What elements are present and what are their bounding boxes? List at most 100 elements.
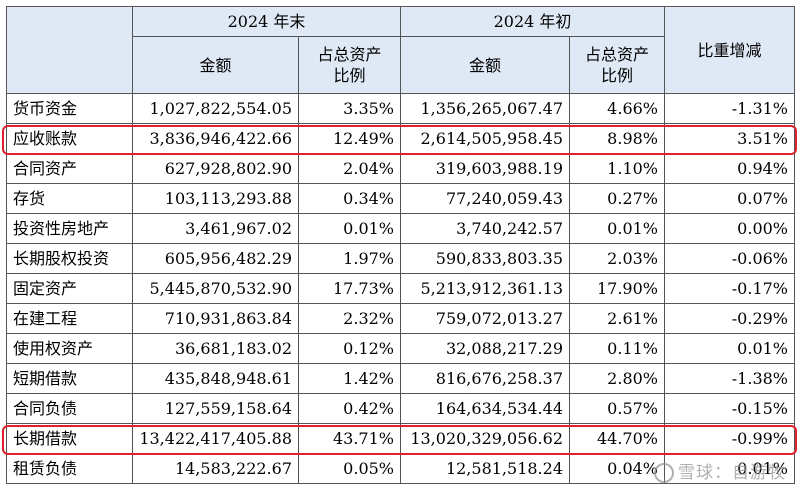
header-end-amount: 金额	[132, 36, 299, 94]
cell-end-ratio: 17.73%	[298, 273, 401, 304]
cell-change: -1.31%	[664, 93, 795, 124]
cell-start-amount: 13,020,329,056.62	[400, 423, 570, 454]
cell-end-amount: 1,027,822,554.05	[132, 93, 299, 124]
cell-end-ratio: 12.49%	[298, 123, 401, 154]
cell-start-ratio: 4.66%	[569, 93, 665, 124]
cell-start-ratio: 1.10%	[569, 153, 665, 184]
cell-start-ratio: 0.57%	[569, 393, 665, 424]
cell-end-ratio: 1.42%	[298, 363, 401, 394]
table-row: 合同资产 627,928,802.90 2.04% 319,603,988.19 1.1…	[6, 153, 795, 184]
cell-start-ratio: 8.98%	[569, 123, 665, 154]
cell-end-ratio: 0.12%	[298, 333, 401, 364]
table-row: 应收账款 3,836,946,422.66 12.49% 2,614,505,958.…	[6, 123, 795, 154]
cell-start-amount: 816,676,258.37	[400, 363, 570, 394]
table-row: 使用权资产 36,681,183.02 0.12% 32,088,217.29 0.11…	[6, 333, 795, 364]
header-period-end: 2024 年末	[132, 6, 401, 37]
header-end-ratio: 占总资产 比例	[298, 36, 401, 94]
header-row-columns: 金额 占总资产 比例 金额 占总资产 比例	[7, 36, 795, 94]
cell-start-amount: 759,072,013.27	[400, 303, 570, 334]
table-row: 短期借款 435,848,948.61 1.42% 816,676,258.37 2.8…	[6, 363, 795, 394]
header-period-start: 2024 年初	[400, 6, 665, 37]
header-item-blank	[6, 6, 133, 94]
cell-end-amount: 36,681,183.02	[132, 333, 299, 364]
cell-end-amount: 435,848,948.61	[132, 363, 299, 394]
cell-end-ratio: 2.32%	[298, 303, 401, 334]
cell-start-amount: 164,634,534.44	[400, 393, 570, 424]
cell-item: 投资性房地产	[6, 213, 133, 244]
cell-change: -0.99%	[664, 423, 795, 454]
header-row-periods: 2024 年末 2024 年初 比重增减	[6, 6, 795, 94]
cell-start-ratio: 17.90%	[569, 273, 665, 304]
table-row: 固定资产 5,445,870,532.90 17.73% 5,213,912,361.…	[6, 273, 795, 304]
cell-end-amount: 3,461,967.02	[132, 213, 299, 244]
balance-sheet-table: 2024 年末 2024 年初 比重增减 金额 占总资产 比例 金额 占总资产 …	[6, 6, 795, 484]
cell-start-amount: 5,213,912,361.13	[400, 273, 570, 304]
cell-change: -0.15%	[664, 393, 795, 424]
cell-end-amount: 103,113,293.88	[132, 183, 299, 214]
cell-start-ratio: 2.80%	[569, 363, 665, 394]
cell-end-ratio: 43.71%	[298, 423, 401, 454]
cell-start-amount: 32,088,217.29	[400, 333, 570, 364]
cell-change: -1.38%	[664, 363, 795, 394]
cell-item: 在建工程	[6, 303, 133, 334]
table-row: 长期股权投资 605,956,482.29 1.97% 590,833,803.35 2…	[6, 243, 795, 274]
cell-end-amount: 710,931,863.84	[132, 303, 299, 334]
cell-end-amount: 5,445,870,532.90	[132, 273, 299, 304]
cell-item: 长期借款	[6, 423, 133, 454]
cell-change: -0.06%	[664, 243, 795, 274]
cell-item: 应收账款	[6, 123, 133, 154]
cell-change: 0.01%	[664, 333, 795, 364]
table-row: 租赁负债 14,583,222.67 0.05% 12,581,518.24 0.04%…	[6, 453, 795, 484]
table-row: 货币资金 1,027,822,554.05 3.35% 1,356,265,067.4…	[6, 93, 795, 124]
cell-start-amount: 1,356,265,067.47	[400, 93, 570, 124]
cell-start-ratio: 2.61%	[569, 303, 665, 334]
cell-start-amount: 77,240,059.43	[400, 183, 570, 214]
cell-change: 3.51%	[664, 123, 795, 154]
cell-change: 0.94%	[664, 153, 795, 184]
watermark: 雪球：自游牧	[654, 458, 786, 483]
cell-end-amount: 3,836,946,422.66	[132, 123, 299, 154]
cell-change: -0.17%	[664, 273, 795, 304]
cell-end-amount: 14,583,222.67	[132, 453, 299, 484]
cell-item: 合同负债	[6, 393, 133, 424]
cell-item: 使用权资产	[6, 333, 133, 364]
cell-start-ratio: 0.01%	[569, 213, 665, 244]
cell-end-ratio: 0.34%	[298, 183, 401, 214]
cell-end-amount: 627,928,802.90	[132, 153, 299, 184]
cell-change: 0.07%	[664, 183, 795, 214]
cell-change: 0.00%	[664, 213, 795, 244]
table-row: 存货 103,113,293.88 0.34% 77,240,059.43 0.27% 0…	[6, 183, 795, 214]
cell-start-amount: 2,614,505,958.45	[400, 123, 570, 154]
cell-start-amount: 3,740,242.57	[400, 213, 570, 244]
table-row: 长期借款 13,422,417,405.88 43.71% 13,020,329,05…	[6, 423, 795, 454]
cell-item: 长期股权投资	[6, 243, 133, 274]
cell-change: 0.01%	[664, 453, 795, 484]
cell-end-ratio: 0.01%	[298, 213, 401, 244]
table-row: 投资性房地产 3,461,967.02 0.01% 3,740,242.57 0.01%…	[6, 213, 795, 244]
cell-item: 固定资产	[6, 273, 133, 304]
snowball-logo-icon	[654, 463, 674, 483]
cell-change: -0.29%	[664, 303, 795, 334]
header-change: 比重增减	[664, 6, 795, 94]
cell-item: 合同资产	[6, 153, 133, 184]
table-row: 在建工程 710,931,863.84 2.32% 759,072,013.27 2.6…	[6, 303, 795, 334]
cell-end-ratio: 0.42%	[298, 393, 401, 424]
cell-end-amount: 13,422,417,405.88	[132, 423, 299, 454]
table-row: 合同负债 127,559,158.64 0.42% 164,634,534.44 0.5…	[6, 393, 795, 424]
cell-start-ratio: 0.11%	[569, 333, 665, 364]
cell-item: 货币资金	[6, 93, 133, 124]
cell-end-ratio: 2.04%	[298, 153, 401, 184]
header-start-ratio: 占总资产 比例	[569, 36, 665, 94]
watermark-text: 雪球：自游牧	[678, 463, 786, 483]
header-start-amount: 金额	[400, 36, 570, 94]
cell-end-ratio: 1.97%	[298, 243, 401, 274]
cell-item: 短期借款	[6, 363, 133, 394]
cell-end-amount: 605,956,482.29	[132, 243, 299, 274]
cell-end-ratio: 0.05%	[298, 453, 401, 484]
cell-item: 存货	[6, 183, 133, 214]
cell-item: 租赁负债	[6, 453, 133, 484]
cell-start-ratio: 44.70%	[569, 423, 665, 454]
cell-start-amount: 12,581,518.24	[400, 453, 570, 484]
cell-end-amount: 127,559,158.64	[132, 393, 299, 424]
balance-table-container: 2024 年末 2024 年初 比重增减 金额 占总资产 比例 金额 占总资产 …	[6, 6, 795, 484]
